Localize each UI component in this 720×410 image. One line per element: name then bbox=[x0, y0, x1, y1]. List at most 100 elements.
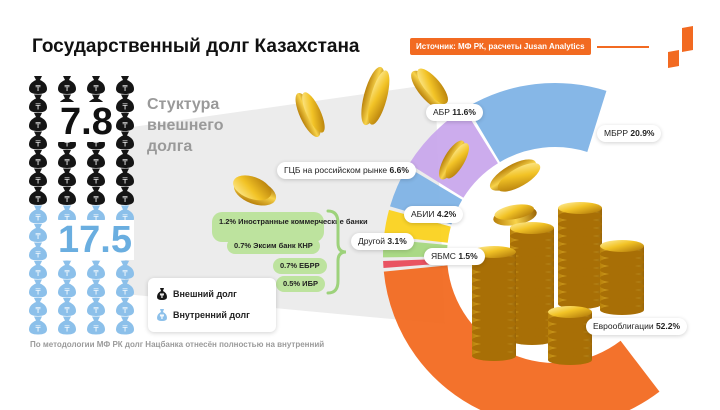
internal-debt-value: 17.5 bbox=[56, 219, 134, 261]
internal-bag-icon: ₸ bbox=[58, 298, 76, 316]
slice-label-abr: АБР 11.6% bbox=[426, 104, 483, 121]
internal-bag-icon: ₸ bbox=[29, 261, 47, 279]
methodology-note: По методологии МФ РК долг Нацбанка отнес… bbox=[30, 340, 325, 349]
svg-text:₸: ₸ bbox=[35, 325, 41, 334]
external-bag-icon: ₸ bbox=[29, 131, 47, 150]
external-bag-icon: ₸ bbox=[58, 168, 76, 187]
slice-label-yabms: ЯБМС 1.5% bbox=[424, 248, 485, 265]
svg-text:₸: ₸ bbox=[122, 158, 128, 167]
svg-text:₸: ₸ bbox=[160, 293, 165, 300]
svg-text:₸: ₸ bbox=[35, 103, 41, 112]
internal-bag-icon: ₸ bbox=[58, 261, 76, 279]
internal-bag-icon: ₸ bbox=[116, 261, 134, 279]
svg-text:₸: ₸ bbox=[93, 214, 99, 223]
external-bag-icon: ₸ bbox=[58, 187, 76, 205]
svg-text:₸: ₸ bbox=[64, 214, 70, 223]
svg-text:₸: ₸ bbox=[35, 140, 41, 149]
svg-text:₸: ₸ bbox=[35, 121, 41, 130]
internal-bag-icon: ₸ bbox=[58, 316, 76, 335]
external-bag-icon: ₸ bbox=[87, 187, 105, 205]
external-bag-icon: ₸ bbox=[116, 168, 134, 187]
svg-text:₸: ₸ bbox=[122, 325, 128, 334]
external-bag-icon: ₸ bbox=[116, 113, 134, 131]
other-item-commercial-banks: 1.2% Иностранные коммерческие банки bbox=[212, 212, 368, 242]
external-bag-icon: ₸ bbox=[29, 150, 47, 168]
svg-text:₸: ₸ bbox=[122, 288, 128, 297]
svg-text:₸: ₸ bbox=[35, 195, 41, 204]
internal-bag-icon: ₸ bbox=[29, 224, 47, 242]
svg-text:₸: ₸ bbox=[64, 177, 70, 186]
svg-text:₸: ₸ bbox=[122, 177, 128, 186]
svg-text:₸: ₸ bbox=[64, 140, 70, 149]
external-bag-icon: ₸ bbox=[116, 94, 134, 113]
svg-text:₸: ₸ bbox=[122, 269, 128, 278]
svg-text:₸: ₸ bbox=[93, 195, 99, 204]
external-bag-icon: ₸ bbox=[87, 168, 105, 187]
svg-text:₸: ₸ bbox=[93, 325, 99, 334]
internal-bag-icon: ₸ bbox=[29, 298, 47, 316]
internal-bag-icon: ₸ bbox=[87, 205, 105, 224]
external-bag-icon: ₸ bbox=[58, 76, 76, 94]
internal-bag-icon: ₸ bbox=[87, 298, 105, 316]
svg-text:₸: ₸ bbox=[64, 306, 70, 315]
slice-label-mbrr: МБРР 20.9% bbox=[597, 125, 662, 142]
svg-text:₸: ₸ bbox=[35, 251, 41, 260]
legend: ₸ Внешний долг ₸ Внутренний долг bbox=[148, 278, 276, 332]
svg-text:₸: ₸ bbox=[93, 306, 99, 315]
slice-label-gcb: ГЦБ на российском рынке 6.6% bbox=[277, 162, 416, 179]
other-brace bbox=[326, 209, 347, 295]
other-item-ibr: 0.5% ИБР bbox=[276, 276, 325, 292]
slice-label-eurobonds: Еврооблигации 52.2% bbox=[586, 318, 688, 335]
svg-text:₸: ₸ bbox=[93, 177, 99, 186]
svg-text:₸: ₸ bbox=[35, 158, 41, 167]
internal-bag-icon: ₸ bbox=[58, 279, 76, 298]
legend-item-external: ₸ Внешний долг bbox=[156, 287, 237, 301]
svg-text:₸: ₸ bbox=[64, 269, 70, 278]
svg-text:₸: ₸ bbox=[35, 232, 41, 241]
svg-text:₸: ₸ bbox=[64, 158, 70, 167]
other-item-ebrd: 0.7% ЕБРР bbox=[273, 258, 327, 274]
internal-bag-icon: ₸ bbox=[87, 261, 105, 279]
donut-slice-6 bbox=[467, 83, 607, 163]
internal-bag-icon: ₸ bbox=[87, 316, 105, 335]
external-bag-icon: ₸ bbox=[58, 150, 76, 168]
slice-label-abii: АБИИ 4.2% bbox=[404, 206, 464, 223]
external-bag-icon: ₸ bbox=[157, 288, 167, 300]
svg-text:₸: ₸ bbox=[93, 288, 99, 297]
internal-bag-icon: ₸ bbox=[29, 242, 47, 261]
svg-text:₸: ₸ bbox=[35, 214, 41, 223]
svg-text:₸: ₸ bbox=[35, 84, 41, 93]
other-item-exim-bank: 0.7% Эксим банк КНР bbox=[227, 238, 320, 254]
external-bag-icon: ₸ bbox=[29, 94, 47, 113]
internal-bag-icon: ₸ bbox=[29, 205, 47, 224]
svg-text:₸: ₸ bbox=[122, 214, 128, 223]
internal-bag-icon: ₸ bbox=[58, 205, 76, 224]
svg-text:₸: ₸ bbox=[35, 288, 41, 297]
internal-bag-icon: ₸ bbox=[157, 309, 167, 321]
svg-text:₸: ₸ bbox=[93, 269, 99, 278]
external-bag-icon: ₸ bbox=[116, 76, 134, 94]
svg-text:₸: ₸ bbox=[160, 314, 165, 321]
internal-bag-icon: ₸ bbox=[29, 279, 47, 298]
external-bag-icon: ₸ bbox=[29, 113, 47, 131]
external-bag-icon: ₸ bbox=[116, 187, 134, 205]
svg-text:₸: ₸ bbox=[122, 306, 128, 315]
svg-text:₸: ₸ bbox=[35, 269, 41, 278]
svg-text:₸: ₸ bbox=[93, 84, 99, 93]
external-debt-value: 7.8 bbox=[58, 101, 115, 143]
external-bag-icon: ₸ bbox=[116, 131, 134, 150]
chart-subtitle: Стуктура внешнего долга bbox=[147, 96, 224, 155]
svg-text:₸: ₸ bbox=[35, 306, 41, 315]
internal-bag-icon: ₸ bbox=[116, 298, 134, 316]
page-title: Государственный долг Казахстана bbox=[32, 36, 360, 57]
internal-bag-icon: ₸ bbox=[87, 279, 105, 298]
header-accent-line bbox=[597, 46, 649, 48]
svg-text:₸: ₸ bbox=[93, 158, 99, 167]
internal-bag-icon: ₸ bbox=[116, 316, 134, 335]
svg-text:₸: ₸ bbox=[122, 121, 128, 130]
external-bag-icon: ₸ bbox=[116, 150, 134, 168]
external-bag-icon: ₸ bbox=[29, 76, 47, 94]
source-badge: Источник: МФ РК, расчеты Jusan Analytics bbox=[410, 38, 591, 55]
connector-wedge bbox=[125, 84, 445, 324]
svg-text:₸: ₸ bbox=[122, 103, 128, 112]
